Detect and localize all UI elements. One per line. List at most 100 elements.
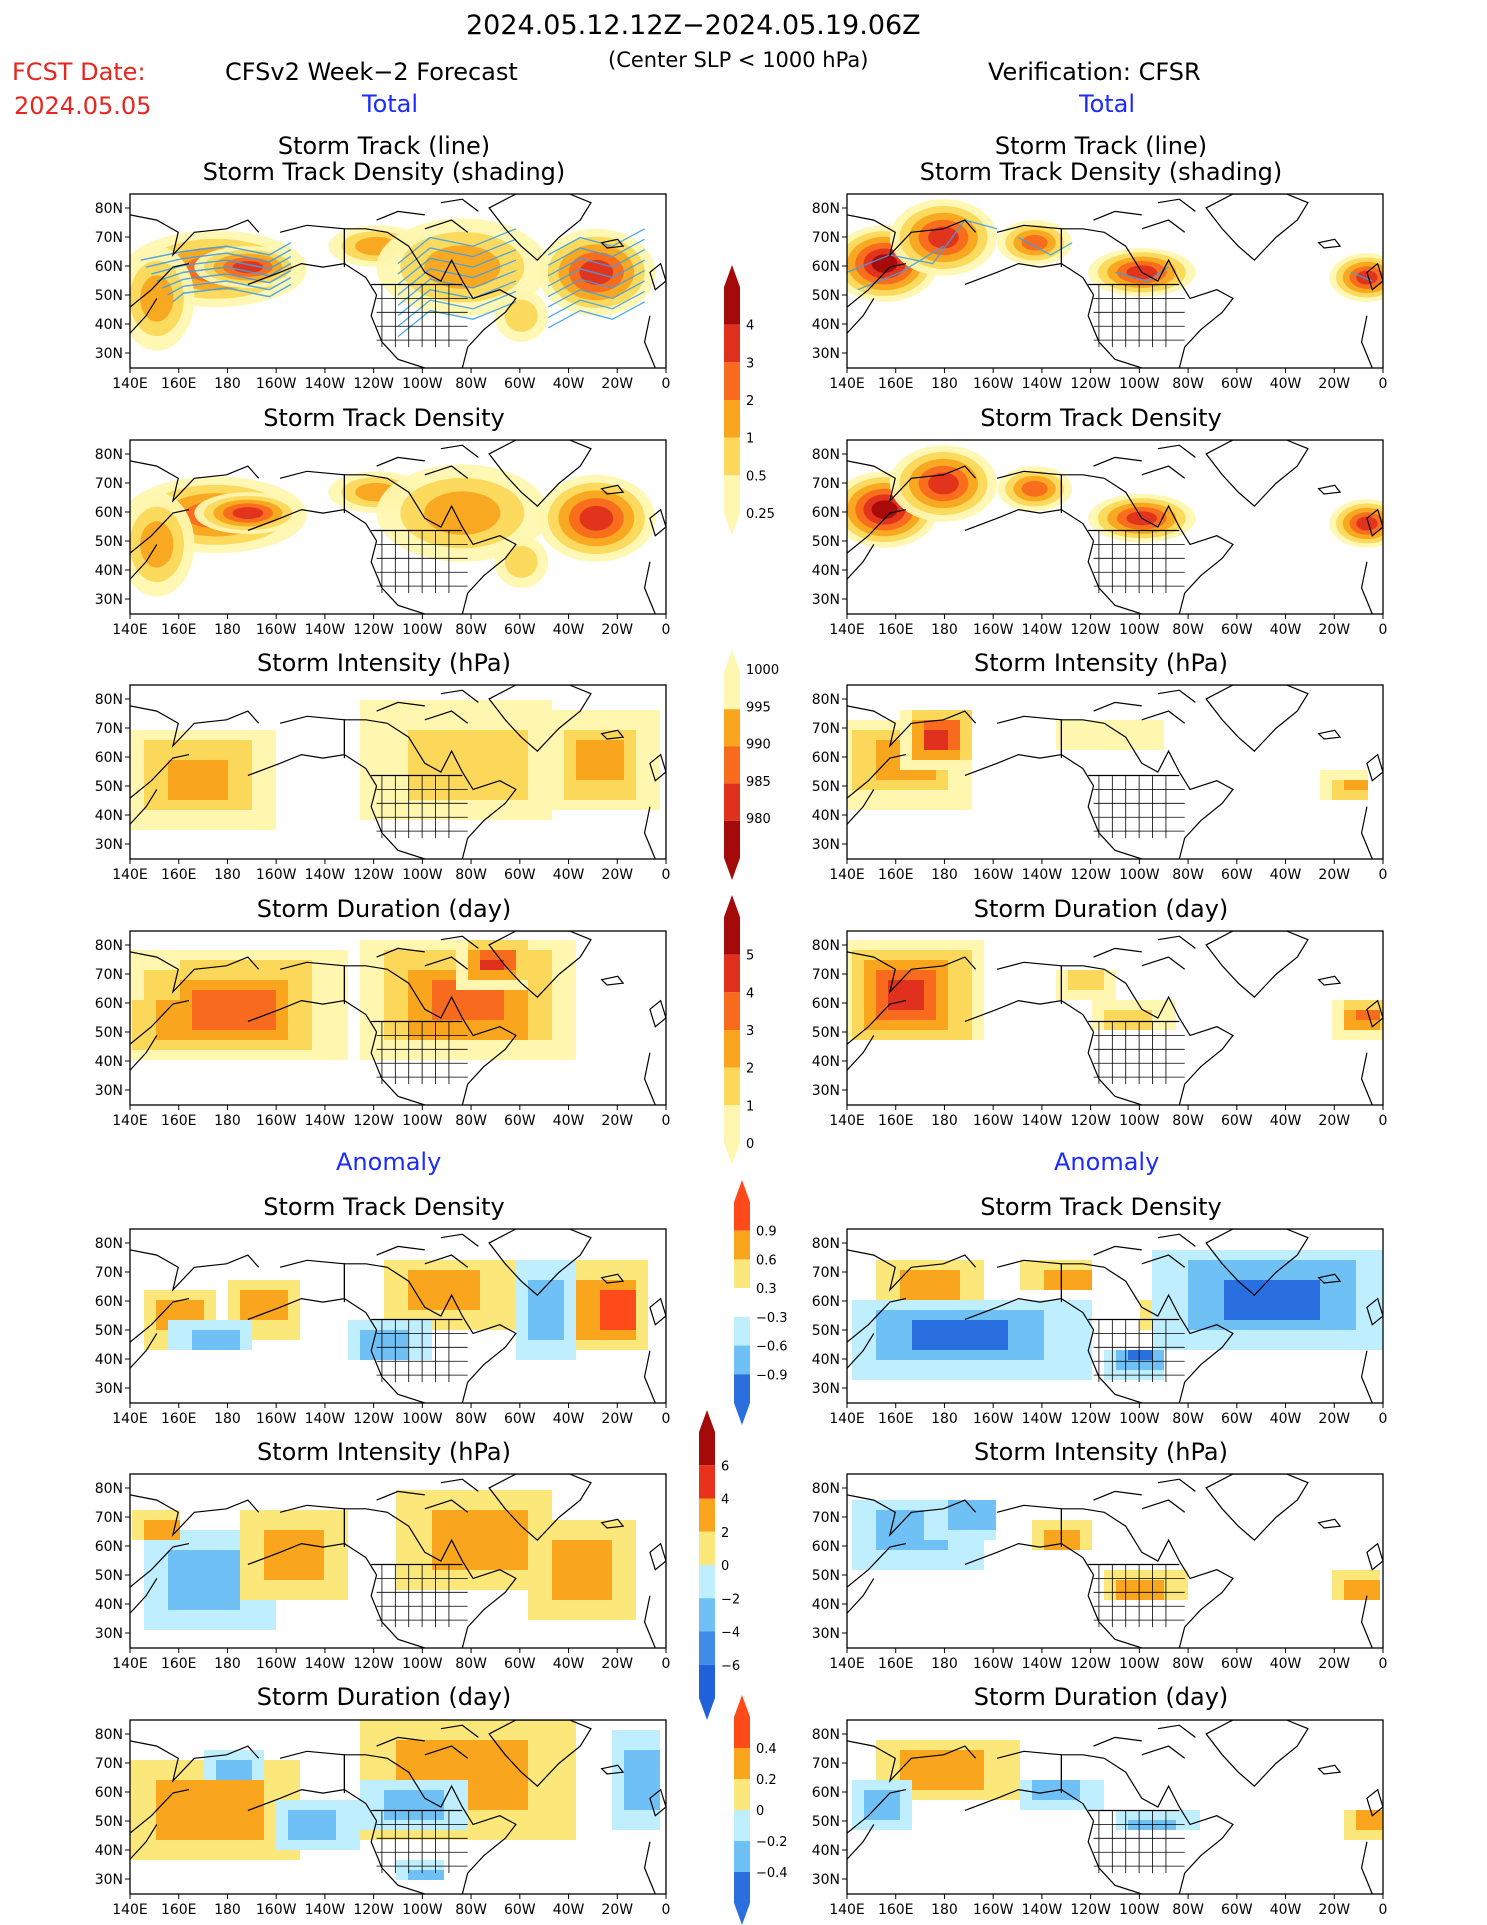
fcst-density-panel-lon-label: 140W [305,622,346,638]
fcst-density-panel-lat-label: 80N [95,447,123,463]
obs-anom-density-panel-cell [912,1320,1008,1350]
obs-track-panel-storm-track [847,219,998,273]
fcst-anom-duration-panel-cell [216,1760,252,1780]
colorbar-total-duration-swatch [724,1067,740,1106]
obs-track-panel-lon-label: 20W [1318,376,1350,392]
obs-density-panel-lon-label: 120W [1070,622,1111,638]
obs-track-panel-lat-label: 40N [812,317,840,333]
fcst-duration-panel-lon-label: 40W [553,1113,585,1129]
colorbar-anom-density-label: 0.9 [756,1225,777,1240]
obs-anom-intensity-panel-lat-label: 40N [812,1597,840,1613]
obs-anom-duration-panel-lat-label: 60N [812,1785,840,1801]
fcst-anom-density-panel-lon-label: 100W [402,1411,443,1427]
obs-duration-panel-lon-label: 60W [1221,1113,1253,1129]
fcst-density-panel-shading [130,464,656,597]
colorbar-anom-density: 0.9 0.6 0.3 −0.3 −0.6 −0.9 [734,1180,788,1425]
fcst-anom-intensity-panel-lon-label: 120W [353,1656,394,1672]
fcst-density-panel-arctic-coast [376,444,479,479]
obs-anom-duration-panel-lat-label: 40N [812,1843,840,1859]
colorbar-total-duration-swatch [724,992,740,1030]
colorbar-anom-intensity-swatch [699,1664,715,1698]
obs-density-panel-lat-label: 40N [812,563,840,579]
fcst-duration-panel-lon-label: 120W [353,1113,394,1129]
colorbar-total-intensity-swatch [724,709,740,747]
colorbar-anom-duration-label: 0.2 [756,1773,777,1788]
fcst-track-panel-storm-track [172,283,292,303]
colorbar-anom-density-swatch [734,1374,750,1403]
colorbar-total-density-swatch [724,400,740,438]
colorbar-anom-intensity-swatch [699,1498,715,1532]
obs-intensity-panel-asia-coast [847,705,977,825]
fcst-anom-density-panel-cell [528,1280,564,1340]
colorbar-anom-intensity: 6 4 2 0 −2 −4 −6 [699,1410,740,1720]
fcst-anom-duration-panel-lat-label: 60N [95,1785,123,1801]
obs-anom-density-panel-lon-label: 120W [1070,1411,1111,1427]
fcst-anom-density-panel-lon-label: 80W [455,1411,487,1427]
obs-intensity-panel-lat-label: 50N [812,779,840,795]
colorbar-total-density-swatch [724,362,740,400]
obs-anom-intensity-panel-lon-label: 160E [878,1656,914,1672]
obs-anom-duration-panel-lon-label: 160W [973,1902,1014,1918]
obs-anom-duration-panel-lon-label: 100W [1119,1902,1160,1918]
fcst-track-panel-storm-track [156,263,292,282]
fcst-anom-intensity-panel-lat-label: 70N [95,1510,123,1526]
fcst-duration-panel-lon-label: 160W [256,1113,297,1129]
obs-track-panel-atlantic-coast [1317,238,1383,368]
colorbar-total-density-swatch [724,324,740,363]
obs-duration-panel-state-lines [1093,1021,1185,1085]
obs-anom-intensity-panel-greenland-coast [1205,1474,1309,1541]
obs-anom-intensity-panel-lat-label: 50N [812,1568,840,1584]
obs-intensity-panel: 140E 160E 180 160W 140W 120W 100W 80W 60W 40W 20W 0… [812,684,1387,883]
fcst-track-panel-lon-label: 140W [305,376,346,392]
fcst-anom-density-panel-lon-label: 140W [305,1411,346,1427]
obs-anom-density-panel-lon-label: 160W [973,1411,1014,1427]
fcst-density-panel: 140E 160E 180 160W 140W 120W 100W 80W 60W 40W 20W 0… [95,439,670,638]
obs-anom-duration-panel-cell [1128,1820,1176,1830]
fcst-track-panel-lat-label: 40N [95,317,123,333]
obs-anom-density-panel-lon-label: 60W [1221,1411,1253,1427]
fcst-duration-panel-lat-label: 80N [95,938,123,954]
obs-intensity-panel-lat-label: 80N [812,692,840,708]
obs-anom-density-panel-lon-label: 20W [1318,1411,1350,1427]
fcst-duration-panel-lon-label: 60W [504,1113,536,1129]
obs-density-panel-alaska-coast [964,470,1095,542]
fcst-track-panel-atlantic-coast [600,238,666,368]
fcst-anom-duration-panel: 140E 160E 180 160W 140W 120W 100W 80W 60W 40W 20W 0… [95,1719,670,1918]
fcst-density-panel-alaska-coast [247,470,378,542]
obs-anom-intensity-panel-lon-label: 40W [1270,1656,1302,1672]
total-label-right: Total [1079,90,1136,118]
fcst-track-panel-lon-label: 40W [553,376,585,392]
obs-density-panel-lon-label: 80W [1172,622,1204,638]
fcst-track-panel-asia-coast [130,214,260,334]
obs-duration-panel-lat-label: 60N [812,996,840,1012]
obs-anom-density-panel-lat-label: 80N [812,1236,840,1252]
obs-anom-intensity-panel-cell [1344,1580,1380,1600]
fcst-intensity-panel-lon-label: 20W [601,867,633,883]
fcst-anom-density-panel-cell [408,1270,480,1310]
obs-anom-density-panel-lon-label: 100W [1119,1411,1160,1427]
obs-intensity-panel-coastlines [847,685,1383,859]
obs-track-panel-shade [928,226,959,249]
obs-anom-intensity-panel-lat-label: 80N [812,1481,840,1497]
obs-anom-density-panel-cell [1224,1280,1320,1320]
fcst-intensity-panel-state-lines [376,775,468,839]
fcst-anom-duration-panel-lat-label: 80N [95,1727,123,1743]
fcst-anom-duration-panel-frame [129,1719,667,1895]
colorbar-total-intensity: 1000 995 990 985 980 [724,650,779,880]
obs-anom-intensity-panel-lon-label: 140W [1022,1656,1063,1672]
fcst-density-panel-atlantic-coast [600,484,666,614]
colorbar-anom-duration-label: −0.4 [756,1866,788,1881]
fcst-track-panel-storm-track [547,238,645,266]
fcst-intensity-panel-lon-label: 0 [662,867,671,883]
obs-anom-density-panel-lon-label: 140E [829,1411,865,1427]
fcst-intensity-panel-atlantic-coast [600,729,666,859]
fcst-track-panel-storm-track [547,269,645,298]
fcst-anom-intensity-panel-arctic-coast [376,1478,479,1513]
fcst-anom-density-panel-lat-label: 60N [95,1294,123,1310]
fcst-anom-intensity-panel-asia-coast [130,1494,260,1614]
fcst-track-panel-storm-track [397,280,517,317]
fcst-duration-panel-cell [192,990,276,1030]
obs-anom-duration-panel-cell [1356,1810,1383,1830]
fcst-track-panel-storm-track [547,259,645,287]
obs-anom-duration-panel-cell [900,1750,984,1790]
